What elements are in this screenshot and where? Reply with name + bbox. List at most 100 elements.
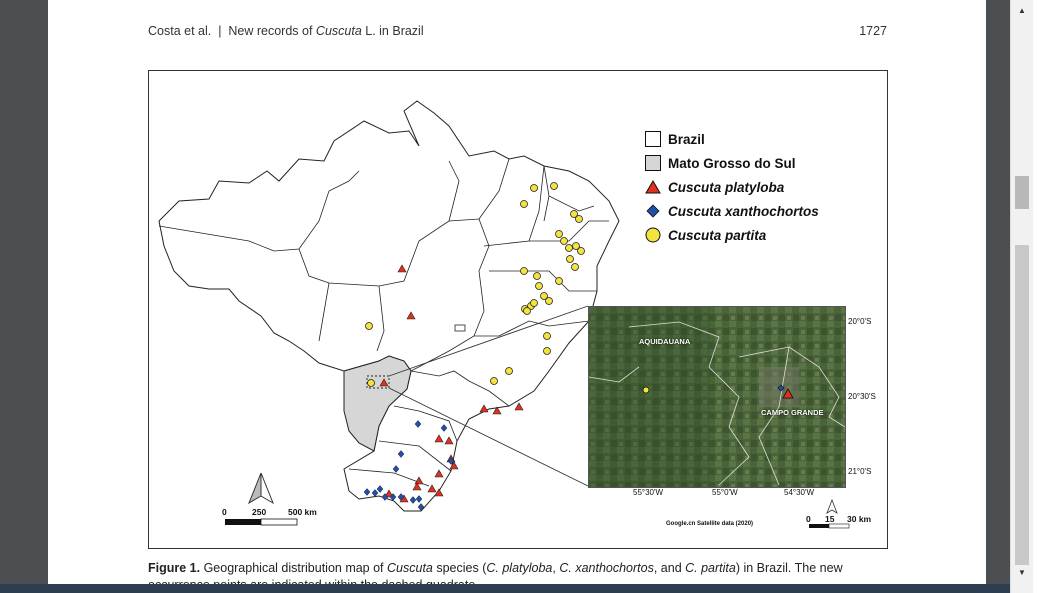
lat-tick-2: 20°30'S	[848, 392, 876, 401]
caption-label: Figure 1.	[148, 561, 201, 575]
platyloba-point	[434, 469, 444, 478]
platyloba-point	[384, 489, 394, 498]
legend-item-brazil: Brazil	[644, 129, 705, 149]
inset-platyloba-point	[782, 388, 794, 399]
scale-label-end: 500 km	[288, 507, 317, 517]
xanthochortos-point	[363, 488, 371, 496]
grey-square-icon	[644, 154, 662, 172]
platyloba-point	[427, 484, 437, 493]
running-header: Costa et al. | New records of Cuscuta L.…	[148, 24, 424, 38]
inset-scale-mid: 15	[825, 514, 835, 524]
platyloba-point	[514, 402, 524, 411]
white-square-icon	[644, 130, 662, 148]
caption-sep1: ,	[552, 561, 560, 575]
lon-tick-2: 55°0'W	[712, 488, 738, 497]
inset-scale-end: 30 km	[847, 514, 872, 524]
xanthochortos-point	[414, 420, 422, 428]
mato-grosso-do-sul	[343, 355, 412, 452]
xanthochortos-point	[392, 465, 400, 473]
scale-label-mid: 250	[252, 507, 267, 517]
partita-point	[523, 307, 531, 315]
caption-text-3: ) in Brazil. The new occurrence points a…	[148, 561, 843, 584]
scale-bar-white	[260, 518, 298, 526]
brazil-outline	[158, 100, 620, 512]
scale-bar-black	[225, 519, 261, 525]
partita-point	[550, 182, 558, 190]
caption-text-1: Geographical distribution map of	[200, 561, 388, 575]
pdf-viewer: Costa et al. | New records of Cuscuta L.…	[0, 0, 1010, 593]
partita-point	[540, 292, 548, 300]
partita-point	[570, 210, 578, 218]
partita-point	[505, 367, 513, 375]
blue-diamond-icon	[644, 202, 662, 220]
partita-point	[520, 200, 528, 208]
label-campo-grande: CAMPO GRANDE	[761, 408, 824, 417]
partita-point	[533, 272, 541, 280]
header-title-post: L. in Brazil	[361, 24, 424, 38]
xanthochortos-points	[363, 420, 455, 511]
xanthochortos-point	[440, 424, 448, 432]
xanthochortos-point	[447, 457, 455, 465]
page-number: 1727	[859, 24, 887, 38]
scroll-down-arrow-icon[interactable]: ▼	[1018, 567, 1026, 577]
lon-tick-1: 55°30'W	[633, 488, 664, 497]
figure-caption: Figure 1. Geographical distribution map …	[148, 560, 888, 584]
partita-point	[490, 377, 498, 385]
yellow-circle-icon	[644, 226, 662, 244]
partita-point	[560, 237, 568, 245]
caption-sp2: C. xanthochortos	[559, 561, 654, 575]
xanthochortos-point	[381, 493, 389, 501]
header-separator: |	[218, 24, 222, 38]
platyloba-point	[479, 404, 489, 413]
platyloba-point	[434, 488, 444, 497]
xanthochortos-point	[397, 493, 405, 501]
partita-point	[566, 255, 574, 263]
connector-line-bottom	[388, 387, 589, 487]
partita-point	[543, 347, 551, 355]
caption-sp3: C. partita	[685, 561, 736, 575]
north-arrow-icon	[247, 472, 275, 505]
partita-point	[367, 379, 375, 387]
platyloba-point	[449, 461, 459, 470]
partita-point	[365, 322, 373, 330]
partita-point	[535, 282, 543, 290]
window-edge	[1033, 0, 1055, 593]
legend-item-xanthochortos: Cuscuta xanthochortos	[644, 201, 819, 221]
partita-point	[520, 267, 528, 275]
caption-text-2: species (	[432, 561, 487, 575]
scroll-up-arrow-icon[interactable]: ▲	[1018, 5, 1026, 15]
inset-partita-point	[642, 386, 650, 394]
inset-xanthochortos-point	[777, 384, 785, 392]
red-triangle-icon	[644, 178, 662, 196]
platyloba-point	[406, 311, 416, 320]
caption-sp1: C. platyloba	[486, 561, 553, 575]
scroll-thumb[interactable]	[1015, 176, 1029, 209]
taskbar-strip	[0, 584, 1010, 593]
caption-sep2: , and	[653, 561, 686, 575]
scroll-track[interactable]	[1015, 245, 1029, 565]
legend-item-platyloba: Cuscuta platyloba	[644, 177, 784, 197]
xanthochortos-point	[397, 450, 405, 458]
platyloba-point	[379, 378, 389, 387]
partita-point	[575, 215, 583, 223]
xanthochortos-point	[389, 493, 397, 501]
xanthochortos-point	[417, 503, 425, 511]
xanthochortos-point	[409, 496, 417, 504]
partita-point	[545, 297, 553, 305]
caption-genus: Cuscuta	[387, 561, 433, 575]
platyloba-points	[379, 264, 524, 503]
inset-scale-zero: 0	[806, 514, 811, 524]
header-title-pre: New records of	[228, 24, 316, 38]
header-title-genus: Cuscuta	[315, 24, 362, 38]
xanthochortos-point	[371, 489, 379, 497]
figure-1: Brazil Mato Grosso do Sul Cuscuta platyl…	[148, 70, 888, 549]
platyloba-point	[414, 476, 424, 485]
lat-tick-1: 20°0'S	[848, 317, 872, 326]
partita-point	[571, 263, 579, 271]
vertical-scrollbar[interactable]: ▲ ▼	[1010, 0, 1033, 593]
partita-point	[577, 247, 585, 255]
satellite-image	[589, 307, 845, 487]
partita-point	[565, 244, 573, 252]
lat-tick-3: 21°0'S	[848, 467, 872, 476]
partita-point	[530, 299, 538, 307]
